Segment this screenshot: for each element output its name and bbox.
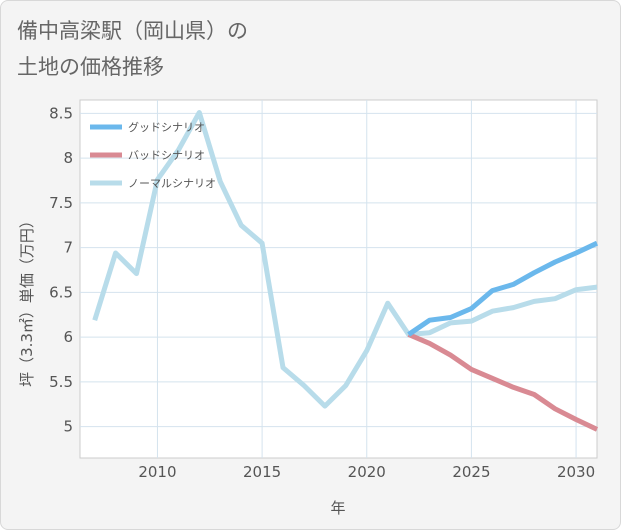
chart-title: 備中高梁駅（岡山県）の 土地の価格推移 [17, 13, 248, 85]
x-tick-label: 2010 [138, 463, 176, 481]
legend-label: ノーマルシナリオ [128, 177, 216, 190]
y-tick-label: 5.5 [49, 373, 73, 391]
y-tick-label: 6.5 [49, 283, 73, 301]
y-tick-label: 5 [63, 418, 73, 436]
chart-title-line-1: 備中高梁駅（岡山県）の [17, 19, 248, 43]
series-line-2 [92, 110, 598, 409]
series-line-1 [407, 332, 599, 432]
x-tick-label: 2025 [452, 463, 490, 481]
y-tick-label: 8 [63, 149, 73, 167]
chart-title-line-2: 土地の価格推移 [17, 55, 164, 79]
y-tick-label: 7.5 [49, 194, 73, 212]
legend-label: グッドシナリオ [128, 120, 205, 134]
legend-label: バッドシナリオ [128, 149, 205, 162]
x-axis-label: 年 [330, 499, 345, 517]
y-tick-label: 7 [63, 239, 73, 257]
x-tick-label: 2030 [557, 463, 595, 481]
plot-area [79, 99, 598, 459]
x-tick-label: 2020 [348, 463, 386, 481]
grid-lines [80, 100, 597, 458]
y-axis-ticks: 5 5.5 6 6.5 7 7.5 8 8.5 [49, 104, 73, 435]
series-line-0 [407, 240, 599, 337]
y-tick-label: 8.5 [49, 104, 73, 122]
y-axis-label: 坪（3.3㎡）単価（万円） [18, 213, 36, 387]
x-tick-label: 2015 [243, 463, 281, 481]
x-axis-ticks: 2010 2015 2020 2025 2030 [138, 463, 595, 481]
series-lines [92, 110, 599, 432]
y-tick-label: 6 [63, 328, 73, 346]
